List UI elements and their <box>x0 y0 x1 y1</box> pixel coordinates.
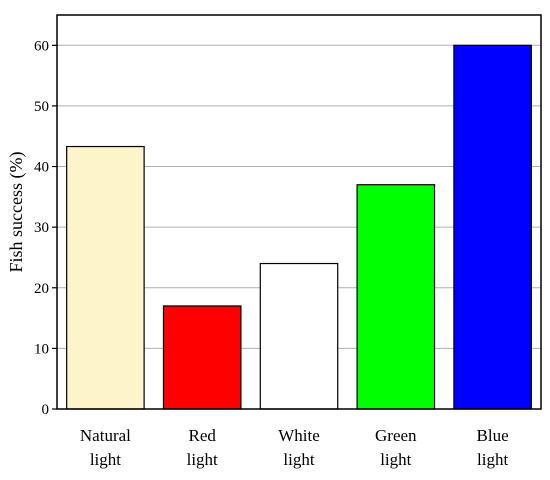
y-tick-label: 50 <box>34 99 49 115</box>
x-category-label: light <box>380 450 411 469</box>
y-tick-label: 0 <box>42 402 50 418</box>
y-tick-label: 20 <box>34 281 49 297</box>
y-tick-label: 40 <box>34 160 49 176</box>
bar <box>66 145 145 410</box>
bar <box>162 305 242 410</box>
x-category-label: Red <box>189 426 217 445</box>
x-category-label: Blue <box>477 426 509 445</box>
y-axis-label: Fish success (%) <box>6 152 27 273</box>
y-tick-label: 30 <box>34 220 49 236</box>
x-category-label: White <box>278 426 320 445</box>
y-axis-ticks: 0 10 20 30 40 50 60 <box>34 38 57 418</box>
bars <box>66 44 532 410</box>
x-category-label: light <box>90 450 121 469</box>
x-category-label: light <box>477 450 508 469</box>
plot-frame <box>56 14 542 410</box>
x-category-label: Green <box>375 426 417 445</box>
x-category-label: light <box>187 450 218 469</box>
bar <box>259 262 339 410</box>
bar <box>356 184 436 410</box>
y-tick-label: 60 <box>34 38 49 54</box>
x-category-label: light <box>283 450 314 469</box>
bar <box>453 44 532 410</box>
y-tick-label: 10 <box>34 341 49 357</box>
x-category-label: Natural <box>80 426 131 445</box>
x-axis-category-labels: Natural light Red light White light Green light… <box>80 426 509 469</box>
